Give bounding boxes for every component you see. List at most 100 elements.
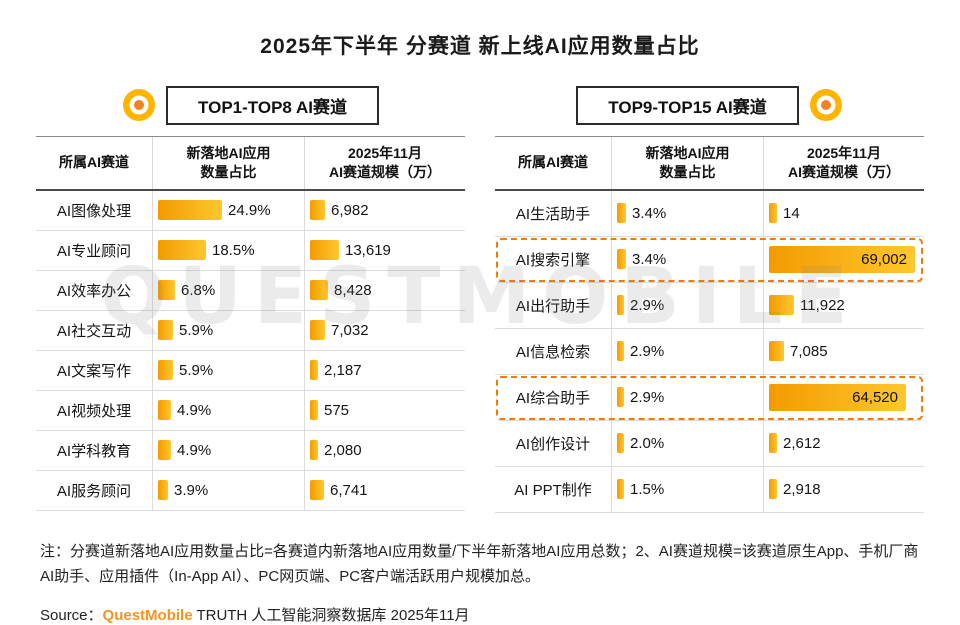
scale-bar (310, 360, 318, 381)
share-bar (158, 320, 173, 341)
scale-bar (310, 320, 325, 341)
table-row: AI社交互动 5.9% 7,032 (36, 310, 465, 351)
scale-value: 14 (783, 204, 800, 222)
share-bar (617, 387, 624, 408)
scale-bar (769, 203, 777, 224)
share-value: 2.9% (630, 388, 665, 406)
track-label: AI效率办公 (56, 282, 132, 300)
scale-cell: 13,619 (304, 230, 465, 270)
share-cell: 4.9% (152, 430, 304, 470)
track-label: AI出行助手 (515, 297, 591, 315)
target-ring-icon (809, 88, 843, 122)
share-value: 2.0% (630, 434, 665, 452)
scale-bar (769, 433, 777, 454)
table-row: AI视频处理 4.9% 575 (36, 390, 465, 431)
share-cell: 3.4% (611, 236, 763, 282)
scale-bar (769, 341, 784, 362)
scale-bar (310, 440, 318, 461)
table-row: AI搜索引擎 3.4% 69,002 (495, 236, 924, 283)
scale-value: 8,428 (334, 281, 372, 299)
column-header: 2025年11月 AI赛道规模（万） (304, 137, 465, 189)
column-header-line: 所属AI赛道 (518, 154, 588, 171)
scale-bar (310, 200, 325, 221)
scale-value: 2,918 (783, 480, 821, 498)
share-cell: 2.9% (611, 374, 763, 420)
table-row: AI创作设计 2.0% 2,612 (495, 420, 924, 467)
track-label: AI学科教育 (56, 442, 132, 460)
share-value: 3.9% (174, 481, 209, 499)
scale-bar (310, 280, 328, 301)
track-label: AI视频处理 (56, 402, 132, 420)
share-cell: 4.9% (152, 390, 304, 430)
column-header: 2025年11月 AI赛道规模（万） (763, 137, 924, 189)
table-header-row: 所属AI赛道 新落地AI应用 数量占比 2025年11月 AI赛道规模（万） (36, 136, 465, 191)
share-value: 18.5% (212, 241, 255, 259)
scale-bar (310, 480, 324, 501)
share-value: 4.9% (177, 441, 212, 459)
track-label: AI服务顾问 (56, 482, 132, 500)
panel-title-top1-top8: TOP1-TOP8 AI赛道 (166, 85, 379, 125)
column-header-line: 所属AI赛道 (59, 154, 129, 171)
share-value: 5.9% (179, 361, 214, 379)
share-bar (158, 200, 222, 221)
panel-header-left: TOP1-TOP8 AI赛道 (36, 85, 465, 125)
scale-value: 6,741 (330, 481, 368, 499)
share-cell: 3.9% (152, 470, 304, 510)
ai-track-table-top9-15: 所属AI赛道 新落地AI应用 数量占比 2025年11月 AI赛道规模（万） AI生活助手… (495, 136, 924, 513)
share-value: 5.9% (179, 321, 214, 339)
share-value: 24.9% (228, 201, 271, 219)
share-bar (158, 440, 171, 461)
scale-value: 575 (324, 401, 350, 419)
share-value: 2.9% (630, 342, 665, 360)
panel-header-right: TOP9-TOP15 AI赛道 (495, 85, 924, 125)
share-value: 3.4% (632, 204, 667, 222)
scale-value: 2,187 (324, 361, 362, 379)
scale-cell: 2,918 (763, 466, 924, 512)
column-header-line: 2025年11月 (807, 145, 881, 161)
scale-cell: 6,741 (304, 470, 465, 510)
track-label: AI创作设计 (515, 435, 591, 453)
scale-value: 2,612 (783, 434, 821, 452)
source-suffix: TRUTH 人工智能洞察数据库 2025年11月 (192, 606, 470, 624)
track-label: AI PPT制作 (514, 481, 592, 499)
share-cell: 1.5% (611, 466, 763, 512)
share-bar (158, 360, 173, 381)
table-row: AI生活助手 3.4% 14 (495, 190, 924, 237)
source-line: Source：QuestMobile TRUTH 人工智能洞察数据库 2025年… (0, 604, 960, 625)
scale-bar-highlighted: 64,520 (769, 383, 906, 411)
column-header: 新落地AI应用 数量占比 (611, 137, 763, 189)
share-value: 2.9% (630, 296, 665, 314)
share-cell: 5.9% (152, 310, 304, 350)
page-title: 2025年下半年 分赛道 新上线AI应用数量占比 (260, 35, 700, 58)
track-label: AI生活助手 (515, 205, 591, 223)
share-bar (158, 480, 168, 501)
scale-cell: 7,032 (304, 310, 465, 350)
scale-bar-highlighted: 69,002 (769, 245, 915, 273)
scale-cell: 6,982 (304, 190, 465, 230)
share-value: 6.8% (181, 281, 216, 299)
share-bar (617, 341, 624, 362)
scale-cell: 2,612 (763, 420, 924, 466)
share-bar (617, 203, 626, 224)
share-bar (158, 280, 175, 301)
source-label: Source： (40, 606, 103, 624)
column-header-line: AI赛道规模（万） (788, 163, 900, 180)
share-bar (158, 240, 206, 261)
table-row: AI服务顾问 3.9% 6,741 (36, 470, 465, 511)
target-ring-icon (122, 88, 156, 122)
column-header-line: 数量占比 (659, 163, 716, 180)
scale-value: 7,032 (331, 321, 369, 339)
share-cell: 6.8% (152, 270, 304, 310)
column-header-line: 2025年11月 (348, 145, 422, 161)
ai-track-table-top1-8: 所属AI赛道 新落地AI应用 数量占比 2025年11月 AI赛道规模（万） AI图像处理… (36, 136, 465, 511)
scale-cell: 14 (763, 190, 924, 236)
scale-cell: 2,080 (304, 430, 465, 470)
table-row: AI出行助手 2.9% 11,922 (495, 282, 924, 329)
table-row: AI综合助手 2.9% 64,520 (495, 374, 924, 421)
column-header-line: AI赛道规模（万） (329, 163, 441, 180)
column-header-line: 新落地AI应用 (645, 145, 730, 161)
panel-title-top9-top15: TOP9-TOP15 AI赛道 (576, 85, 799, 125)
panel-top9-top15: TOP9-TOP15 AI赛道 所属AI赛道 新落地AI应用 数量占比 2025年11… (495, 85, 924, 513)
column-header-line: 数量占比 (200, 163, 257, 180)
